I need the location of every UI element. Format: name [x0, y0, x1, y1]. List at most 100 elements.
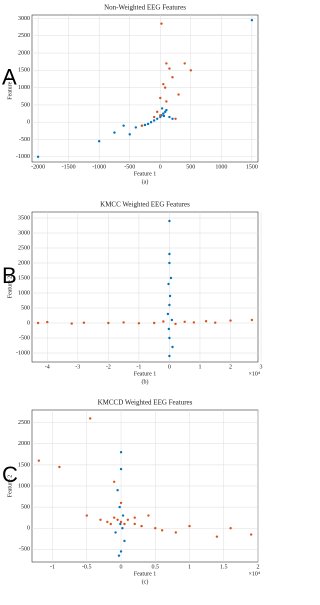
- chart-title: KMCC Weighted EEG Features: [100, 201, 190, 209]
- point: [89, 417, 92, 420]
- point: [119, 520, 123, 524]
- point: [163, 110, 167, 114]
- point: [167, 327, 171, 331]
- caption: (a): [142, 178, 149, 185]
- figure: -2000 -1500 -1000 -500 0 500 1000 1500-1000-500…: [2, 4, 263, 586]
- y-tick-label: -1000: [16, 350, 30, 356]
- point: [163, 86, 167, 89]
- y-tick-label: 1000: [18, 85, 30, 91]
- panel-letter: C: [2, 462, 18, 487]
- panel-letter: B: [2, 263, 17, 288]
- x-tick-label: 1000: [215, 164, 227, 170]
- x-tick-label: 2: [257, 564, 260, 570]
- point: [168, 115, 171, 119]
- point: [37, 459, 41, 462]
- x-tick-label: 1: [198, 364, 201, 370]
- point: [106, 520, 109, 524]
- y-tick-label: -500: [19, 137, 30, 143]
- point: [123, 539, 126, 543]
- point: [159, 114, 162, 117]
- point: [119, 501, 123, 505]
- y-tick-label: 2000: [18, 260, 30, 266]
- caption: (c): [142, 578, 149, 585]
- point: [168, 303, 171, 307]
- point: [162, 82, 165, 86]
- point: [122, 321, 125, 324]
- caption: (b): [142, 378, 149, 385]
- point: [204, 320, 208, 323]
- y-tick-label: 2500: [18, 33, 30, 39]
- point: [143, 123, 147, 127]
- point: [169, 276, 173, 280]
- x-tick-label: 0.5: [152, 564, 160, 570]
- panel-letter: A: [2, 64, 17, 89]
- point: [128, 133, 131, 136]
- y-tick-label: 1000: [18, 483, 30, 489]
- y-tick-label: 2500: [18, 420, 30, 426]
- point: [116, 518, 119, 521]
- point: [165, 108, 168, 112]
- point: [174, 322, 177, 326]
- y-tick-label: 500: [21, 504, 30, 510]
- point: [116, 489, 119, 492]
- point: [168, 261, 171, 265]
- point: [160, 529, 164, 532]
- y-tick-label: 0: [27, 120, 30, 126]
- point: [113, 131, 116, 134]
- point: [152, 119, 156, 122]
- point: [160, 107, 164, 110]
- plot-area: [31, 211, 259, 363]
- x-tick-label: 0: [120, 564, 123, 570]
- point: [36, 155, 40, 159]
- point: [36, 321, 40, 325]
- point: [149, 121, 153, 124]
- point: [171, 345, 174, 349]
- point: [168, 336, 171, 340]
- point: [112, 480, 116, 483]
- point: [162, 112, 165, 115]
- point: [160, 22, 163, 25]
- point: [112, 516, 116, 519]
- y-tick-label: 2000: [18, 50, 30, 56]
- y-tick-label: -500: [19, 335, 30, 341]
- x-tick-label: -1: [136, 364, 141, 370]
- plot-area: [31, 14, 259, 163]
- point: [183, 62, 186, 65]
- x-tick-label: 1: [188, 564, 191, 570]
- point: [137, 322, 141, 325]
- point: [215, 535, 219, 538]
- point: [109, 522, 112, 526]
- y-tick-label: 1500: [18, 462, 30, 468]
- point: [159, 96, 162, 100]
- point: [189, 69, 193, 72]
- y-tick-label: 3500: [18, 215, 30, 221]
- x-multiplier: ×10⁴: [249, 571, 260, 577]
- x-tick-label: -3: [75, 364, 80, 370]
- y-axis-label: Feature 2: [7, 77, 13, 100]
- point: [118, 505, 121, 509]
- y-tick-label: 2000: [18, 441, 30, 447]
- x-tick-label: -500: [124, 164, 135, 170]
- x-multiplier: ×10⁴: [249, 371, 260, 377]
- point: [152, 115, 156, 119]
- point: [174, 117, 177, 120]
- x-tick-label: -2000: [31, 164, 45, 170]
- x-tick-label: -1500: [62, 164, 76, 170]
- point: [214, 321, 217, 324]
- point: [174, 531, 178, 534]
- point: [146, 122, 150, 126]
- x-axis-label: Feature 1: [134, 171, 157, 177]
- chart-title: Non-Weighted EEG Features: [104, 4, 186, 12]
- y-tick-label: 500: [21, 305, 30, 311]
- x-tick-label: -1: [50, 564, 55, 570]
- x-tick-label: 1500: [246, 164, 258, 170]
- point: [250, 318, 254, 322]
- y-tick-label: 3000: [18, 230, 30, 236]
- x-tick-label: 0: [159, 164, 162, 170]
- point: [123, 522, 126, 526]
- point: [140, 524, 143, 528]
- point: [229, 319, 232, 322]
- point: [165, 62, 168, 65]
- point: [122, 124, 125, 127]
- point: [171, 76, 174, 79]
